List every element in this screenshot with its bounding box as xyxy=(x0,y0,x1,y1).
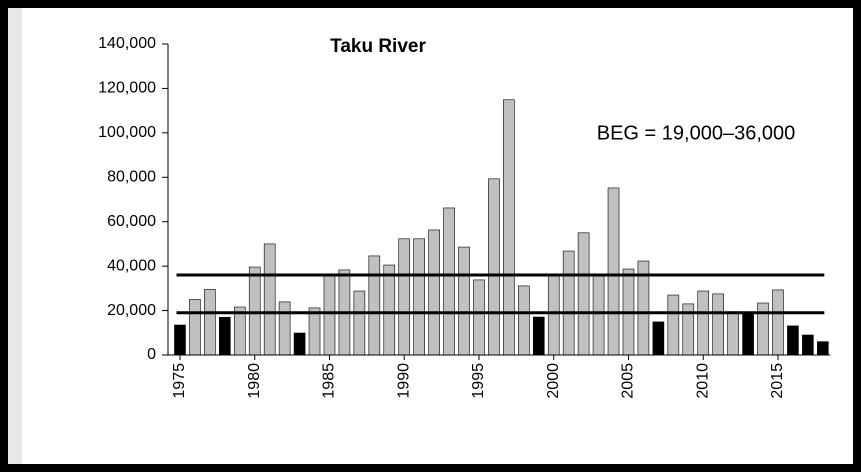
bar xyxy=(667,294,680,356)
x-tick-label: 2000 xyxy=(545,363,562,399)
y-tick-label: 40,000 xyxy=(107,257,156,274)
bar xyxy=(592,273,605,356)
bar xyxy=(652,321,665,356)
bar xyxy=(263,243,276,356)
bar xyxy=(488,178,500,356)
bar xyxy=(278,301,291,356)
bar xyxy=(772,289,784,356)
bar xyxy=(353,290,366,356)
bar xyxy=(473,279,485,356)
bar xyxy=(712,293,724,356)
annotation: BEG = 19,000–36,000 xyxy=(597,122,796,144)
y-tick-label: 0 xyxy=(147,346,156,363)
bar xyxy=(398,238,411,356)
x-tick-label: 1995 xyxy=(470,363,487,399)
x-tick-label: 1980 xyxy=(246,363,263,399)
bar xyxy=(817,341,829,356)
bar xyxy=(727,311,739,356)
bar xyxy=(562,250,575,356)
bar xyxy=(308,307,321,356)
x-tick-label: 2010 xyxy=(694,363,711,399)
bar xyxy=(189,299,201,356)
x-tick-label: 2005 xyxy=(620,363,637,399)
side-strip xyxy=(8,8,22,464)
bar xyxy=(802,334,814,356)
bar xyxy=(368,255,381,356)
x-tick-label: 1990 xyxy=(395,363,412,399)
bar xyxy=(742,312,754,356)
bar xyxy=(532,316,545,356)
bar xyxy=(697,290,710,356)
bar xyxy=(577,232,590,356)
bar xyxy=(323,273,336,356)
bar xyxy=(443,207,455,356)
y-tick-label: 60,000 xyxy=(107,213,156,230)
x-tick-label: 1985 xyxy=(321,363,338,399)
bar xyxy=(204,289,216,356)
bar xyxy=(413,238,425,356)
y-tick-label: 100,000 xyxy=(98,124,156,141)
bar xyxy=(607,187,620,356)
bar xyxy=(503,99,515,356)
chart-title: Taku River xyxy=(330,36,426,57)
y-tick-label: 120,000 xyxy=(98,80,156,97)
bar xyxy=(248,266,261,356)
bar xyxy=(547,274,560,356)
bar xyxy=(757,302,769,356)
y-tick-label: 140,000 xyxy=(98,35,156,52)
bar xyxy=(428,229,440,356)
bar xyxy=(293,332,306,356)
x-tick-label: 2015 xyxy=(769,363,786,399)
bar xyxy=(174,324,186,356)
bar xyxy=(787,325,799,356)
bar xyxy=(383,264,396,356)
bar xyxy=(518,285,530,356)
y-tick-label: 80,000 xyxy=(107,169,156,186)
bar xyxy=(458,246,470,356)
x-tick-label: 1975 xyxy=(171,363,188,399)
bar xyxy=(219,316,231,356)
y-tick-label: 20,000 xyxy=(107,302,156,319)
